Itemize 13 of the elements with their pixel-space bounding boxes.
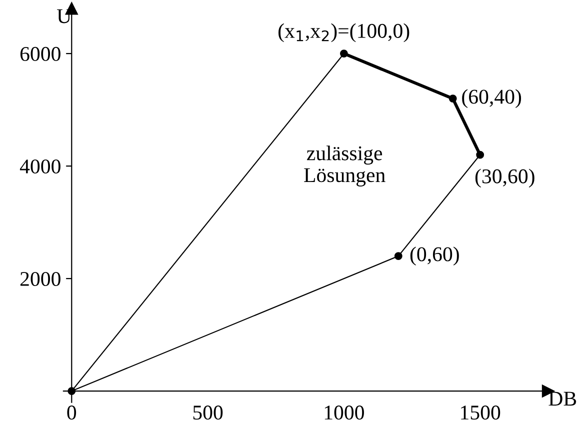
annotation: (60,40) [462,89,522,108]
x-tick-label: 500 [193,406,223,420]
annotation: (x$_{1}$,x$_{2}$)=(100,0) [278,23,410,42]
y-tick-label: 6000 [20,46,60,61]
y-tick-label: 4000 [20,159,60,174]
x-axis-title: DB [548,392,576,406]
y-tick-label: 2000 [20,272,60,286]
x-tick-label: 1000 [324,406,364,420]
x-tick-label: 1500 [461,406,500,420]
annotation: zulässige Lösungen [304,146,386,186]
annotation: (30,60) [475,168,534,188]
annotation: (0,60) [410,246,459,266]
x-tick-label: 0 [67,406,76,420]
